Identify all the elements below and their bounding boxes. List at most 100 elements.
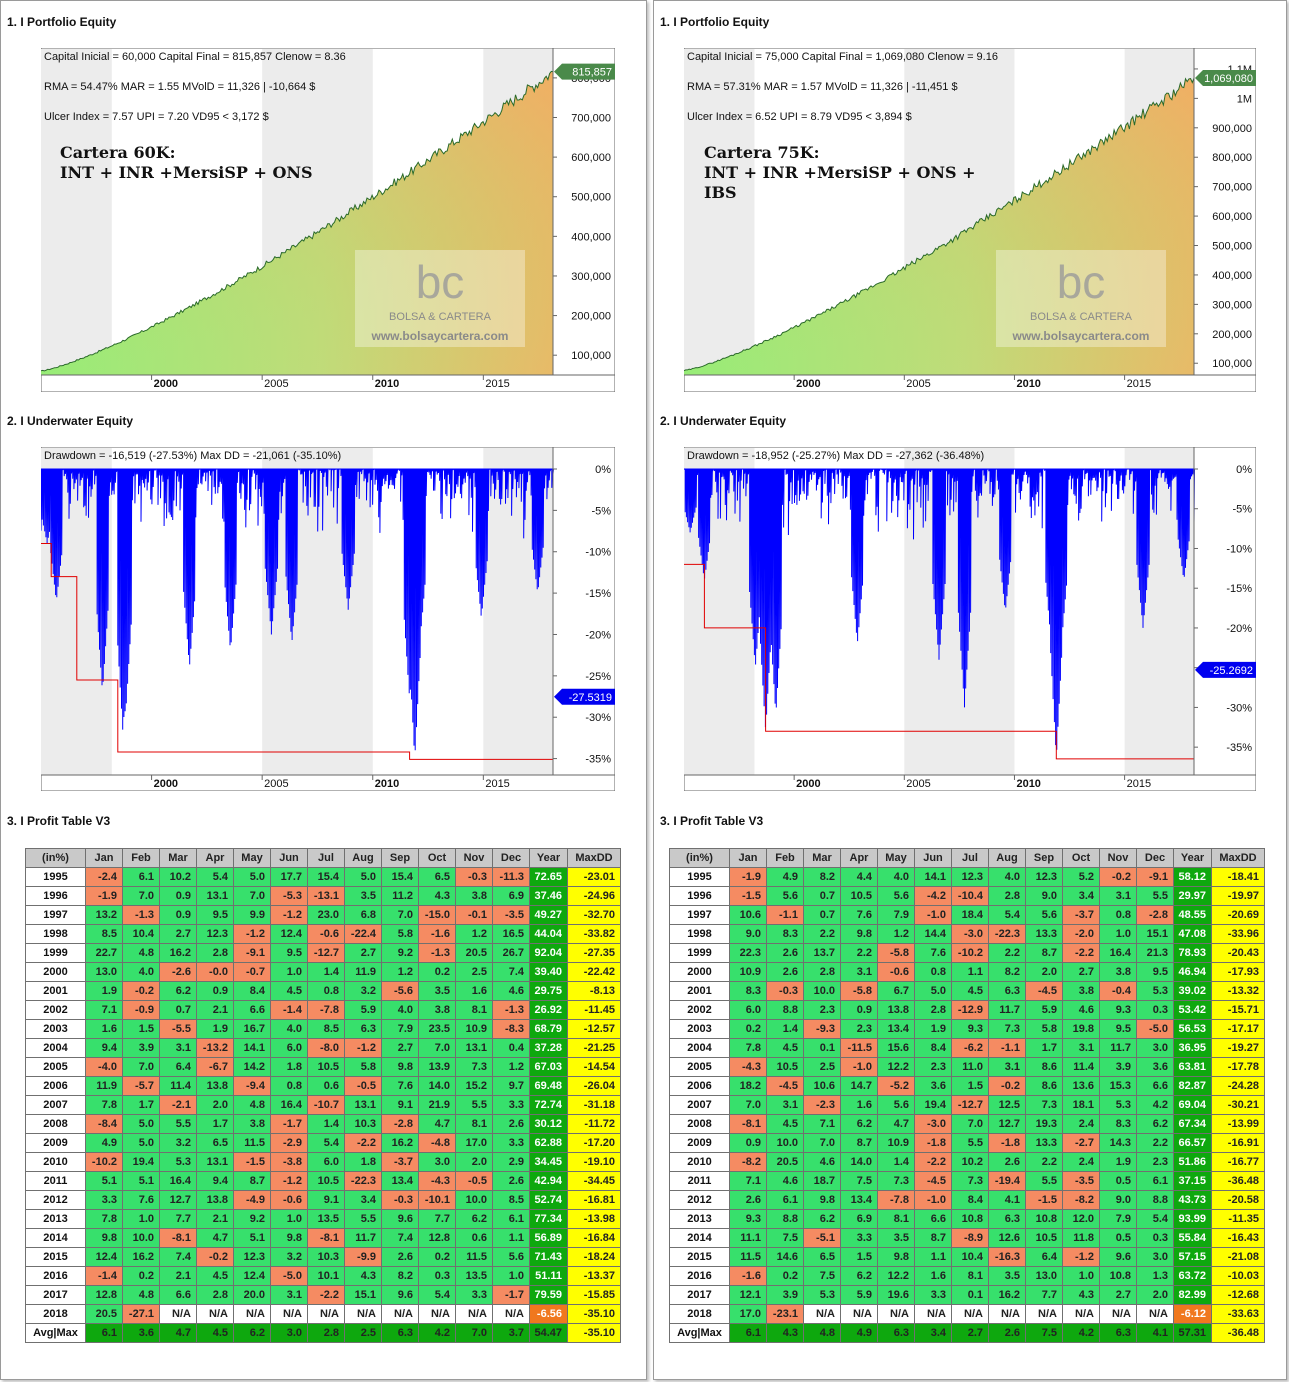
month-return-cell: -9.1: [233, 943, 271, 963]
column-header: (in%): [669, 848, 730, 868]
table-row: 2014 9.8 10.0 -8.1 4.7 5.1 9.8 -8.1 11.7 7.4 12.8 0…: [25, 1228, 621, 1248]
month-return-cell: 10.3: [307, 1247, 345, 1267]
watermark-brand: BOLSA & CARTERA: [389, 311, 492, 323]
month-return-cell: 7.4: [492, 962, 530, 982]
table-row: 2006 11.9 -5.7 11.4 13.8 -9.4 0.8 0.6 -0.5 7.6 14.…: [25, 1076, 621, 1096]
month-return-cell: 9.8: [381, 1057, 419, 1077]
year-label: 2008: [25, 1114, 86, 1134]
month-return-cell: 2.6: [988, 1152, 1026, 1172]
month-return-cell: 15.4: [307, 867, 345, 887]
month-return-cell: -1.6: [729, 1266, 767, 1286]
stats-line: RMA = 54.47% MAR = 1.55 MVolD = 11,326 |…: [44, 81, 315, 93]
month-return-cell: -2.3: [803, 1095, 841, 1115]
year-return-cell: 44.04: [529, 924, 568, 944]
year-label: 2002: [25, 1000, 86, 1020]
month-return-cell: 2.7: [344, 943, 382, 963]
current-drawdown-label: -27.5319: [569, 692, 612, 704]
stats-line: Capital Inicial = 75,000 Capital Final =…: [687, 51, 998, 63]
month-return-cell: -8.1: [307, 1228, 345, 1248]
month-return-cell: 2.8: [196, 1285, 234, 1305]
month-return-cell: 3.8: [1099, 962, 1137, 982]
month-return-cell: 1.1: [492, 1228, 530, 1248]
column-header: Oct: [418, 848, 456, 868]
y-tick-label: 1M: [1237, 93, 1252, 105]
year-return-cell: 78.93: [1173, 943, 1212, 963]
month-return-cell: -0.3: [381, 1190, 419, 1210]
month-return-cell: 9.6: [381, 1285, 419, 1305]
month-return-cell: -8.4: [85, 1114, 123, 1134]
watermark-box: [996, 250, 1166, 347]
table-row: 1995 -1.9 4.9 8.2 4.4 4.0 14.1 12.3 4.0 12.3 5.2 -0…: [669, 867, 1265, 887]
portfolio-label: INT + INR +MersiSP + ONS: [60, 163, 313, 182]
month-return-cell: 4.2: [1136, 1095, 1174, 1115]
month-return-cell: 3.2: [270, 1247, 308, 1267]
month-return-cell: -4.8: [418, 1133, 456, 1153]
month-return-cell: 10.0: [766, 1133, 804, 1153]
month-return-cell: 15.3: [1099, 1076, 1137, 1096]
y-tick-label: 400,000: [571, 231, 611, 243]
maxdd-cell: -31.18: [567, 1095, 621, 1115]
month-return-cell: 13.3: [1025, 1133, 1063, 1153]
year-label: 2005: [25, 1057, 86, 1077]
month-return-cell: -22.3: [344, 1171, 382, 1191]
y-tick-label: -10%: [1226, 543, 1252, 555]
month-return-cell: -1.8: [988, 1133, 1026, 1153]
month-return-cell: 6.3: [988, 1209, 1026, 1229]
month-return-cell: 10.4: [951, 1247, 989, 1267]
month-return-cell: 2.7: [159, 924, 197, 944]
month-return-cell: 6.6: [1136, 1076, 1174, 1096]
column-header: May: [233, 848, 271, 868]
month-return-cell: 2.0: [1025, 962, 1063, 982]
month-return-cell: N/A: [307, 1304, 345, 1324]
month-return-cell: 2.9: [492, 1152, 530, 1172]
month-return-cell: 2.6: [766, 943, 804, 963]
year-label: 1996: [669, 886, 730, 906]
column-header: Year: [1173, 848, 1212, 868]
month-return-cell: 3.1: [840, 962, 878, 982]
avg-max-label: Avg|Max: [669, 1323, 730, 1343]
maxdd-cell: -17.93: [1211, 962, 1265, 982]
table-row: 2016 -1.6 0.2 7.5 6.2 12.2 1.6 8.1 3.5 13.0 1.0 10.…: [669, 1266, 1265, 1286]
month-return-cell: -0.2: [1099, 867, 1137, 887]
month-return-cell: 1.9: [85, 981, 123, 1001]
month-return-cell: 7.1: [85, 1000, 123, 1020]
month-return-cell: 1.0: [1099, 924, 1137, 944]
month-return-cell: 3.5: [988, 1266, 1026, 1286]
table-row: 1998 8.5 10.4 2.7 12.3 -1.2 12.4 -0.6 -22.4 5.8 -1…: [25, 924, 621, 944]
year-label: 1997: [25, 905, 86, 925]
avg-max-label: Avg|Max: [25, 1323, 86, 1343]
month-return-cell: 10.2: [159, 867, 197, 887]
maxdd-cell: -19.27: [1211, 1038, 1265, 1058]
average-cell: 54.47: [529, 1323, 568, 1343]
month-return-cell: 5.0: [233, 867, 271, 887]
month-return-cell: 8.2: [803, 867, 841, 887]
portfolio-label: Cartera 60K:: [60, 143, 176, 162]
x-tick-label: 2000: [796, 378, 820, 390]
table-row: 2012 3.3 7.6 12.7 13.8 -4.9 -0.6 9.1 3.4 -0.3 -10.…: [25, 1190, 621, 1210]
month-return-cell: 12.3: [233, 1247, 271, 1267]
month-return-cell: -1.5: [729, 886, 767, 906]
average-cell: 6.1: [85, 1323, 123, 1343]
month-return-cell: 19.8: [1062, 1019, 1100, 1039]
month-return-cell: 4.7: [418, 1114, 456, 1134]
year-return-cell: 29.75: [529, 981, 568, 1001]
table-row: 2010 -8.2 20.5 4.6 14.0 1.4 -2.2 10.2 2.6 2.2 2.4 1…: [669, 1152, 1265, 1172]
month-return-cell: -3.8: [270, 1152, 308, 1172]
year-return-cell: 55.84: [1173, 1228, 1212, 1248]
equity-title: 1. I Portfolio Equity: [660, 15, 770, 29]
month-return-cell: 6.3: [988, 981, 1026, 1001]
month-return-cell: -12.7: [951, 1095, 989, 1115]
month-return-cell: 19.3: [1025, 1114, 1063, 1134]
month-return-cell: 21.9: [418, 1095, 456, 1115]
period-shade: [684, 49, 755, 375]
maxdd-cell: -16.84: [567, 1228, 621, 1248]
month-return-cell: 9.0: [1025, 886, 1063, 906]
month-return-cell: 9.2: [233, 1209, 271, 1229]
month-return-cell: 6.2: [455, 1209, 493, 1229]
month-return-cell: N/A: [270, 1304, 308, 1324]
x-tick-label: 2015: [485, 778, 509, 790]
year-return-cell: 71.43: [529, 1247, 568, 1267]
month-return-cell: 16.4: [159, 1171, 197, 1191]
maxdd-cell: -13.98: [567, 1209, 621, 1229]
profit-table: (in%) Jan Feb Mar Apr May Jun Jul Aug Sep Oct Nov De…: [25, 848, 621, 1343]
